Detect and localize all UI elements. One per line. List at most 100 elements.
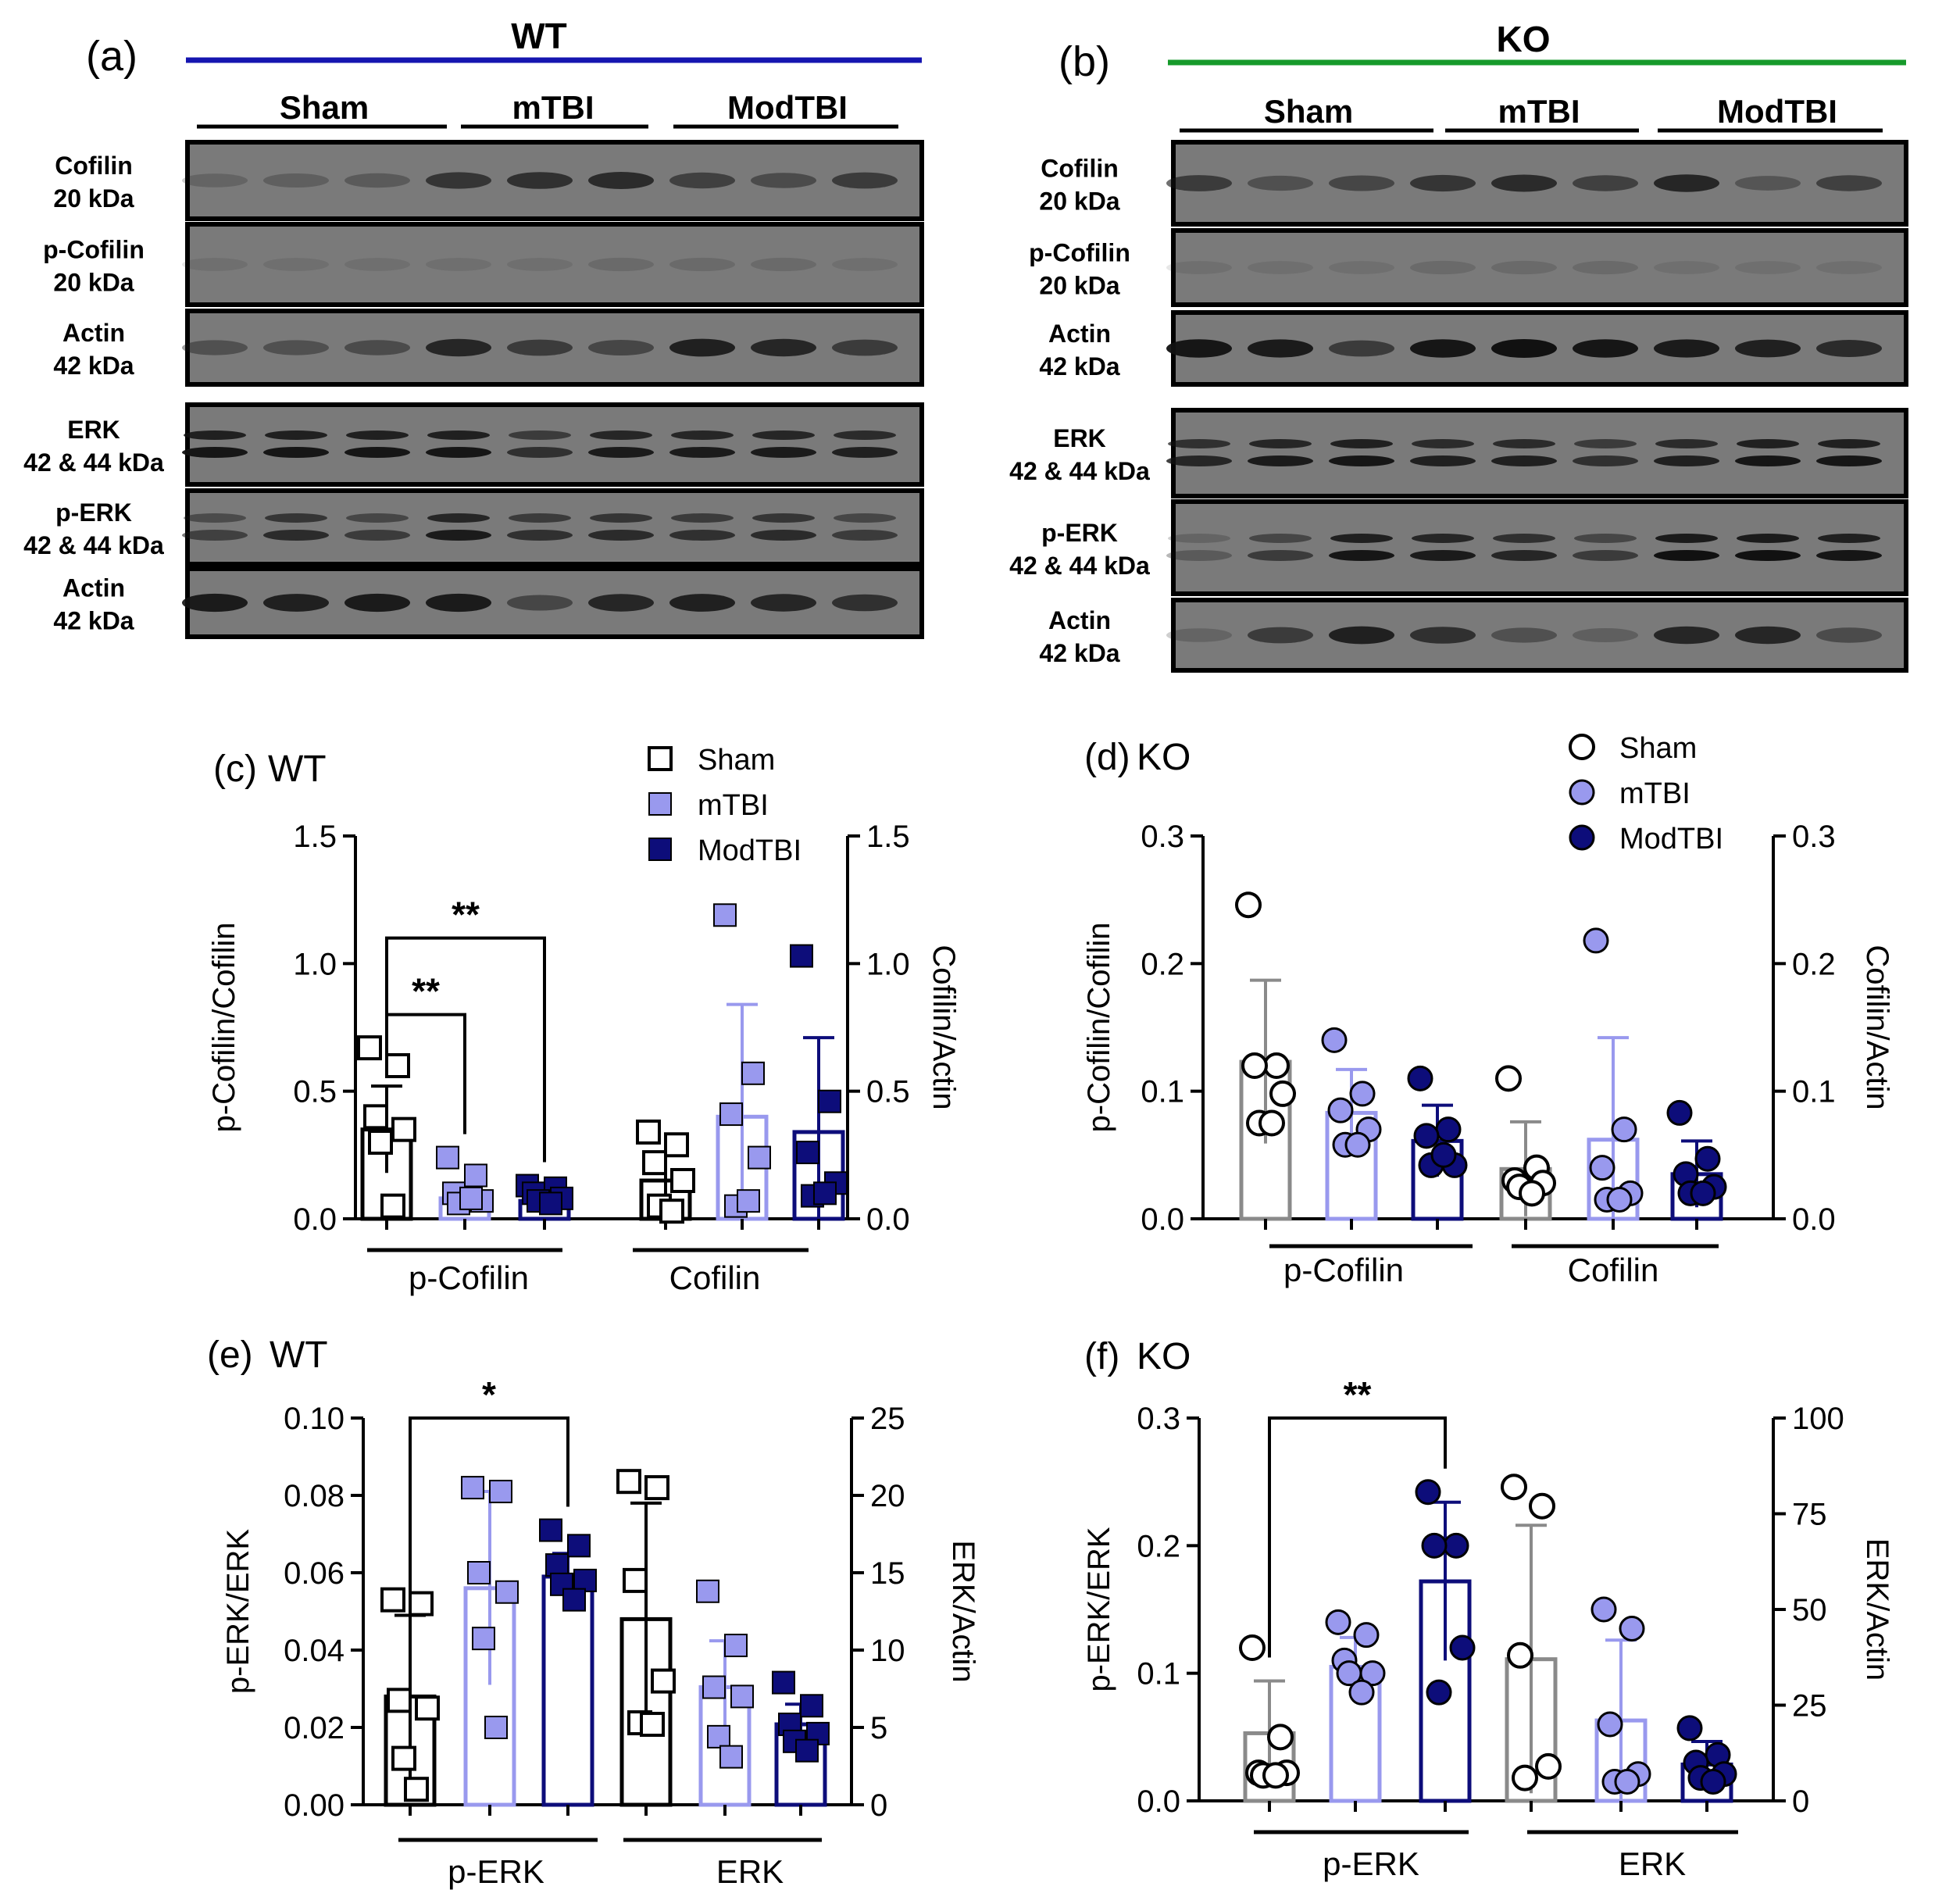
chart-d-bar-3-point-5 xyxy=(1519,1180,1545,1207)
chart-d-bar-5-point-1 xyxy=(1694,1145,1721,1172)
chart-c-bar-3-point-1 xyxy=(664,1132,689,1158)
chart-e-bar-0-point-1 xyxy=(409,1591,434,1616)
chart-e-bar-5-point-5 xyxy=(795,1738,819,1763)
blot-b-strip-1-band-8 xyxy=(1816,261,1882,274)
blot-b-strip-4-band-0-lower xyxy=(1166,550,1232,561)
blot-a-strip-5-band-0 xyxy=(182,593,248,613)
blot-a-strip-3-band-7-lower xyxy=(751,447,816,458)
blot-a-strip-0-band-8 xyxy=(832,172,898,189)
blot-b-strip-4-band-3-upper xyxy=(1412,534,1474,543)
blot-b-strip-1-band-7 xyxy=(1735,261,1801,274)
chart-c-bar-5-point-2 xyxy=(796,1141,819,1165)
chart-c-legend-marker-2 xyxy=(648,838,672,861)
chart-e-bar-3-point-1 xyxy=(644,1475,669,1501)
blot-a-strip-5-band-5 xyxy=(588,594,654,612)
chart-d-bar-0-point-1 xyxy=(1263,1052,1290,1079)
chart-d-bar-1-point-0 xyxy=(1321,1027,1348,1053)
panel-label-b: (b) xyxy=(1059,38,1110,85)
blot-a-strip-4-size: 42 & 44 kDa xyxy=(23,531,164,559)
chart-c-sig-label-1: ** xyxy=(452,895,480,935)
chart-d-bar-0-point-2 xyxy=(1241,1052,1268,1079)
blot-b-strip-3-band-5-lower xyxy=(1573,455,1638,466)
blot-b-strip-3-protein: ERK xyxy=(1053,424,1106,452)
blot-b-strip-3-band-6-upper xyxy=(1655,439,1718,448)
chart-c-bar-3-point-2 xyxy=(642,1150,667,1176)
blot-b-strip-3-band-0-upper xyxy=(1168,439,1230,448)
chart-d-legend-marker-0 xyxy=(1569,734,1595,760)
chart-c-title: WT xyxy=(268,748,327,790)
chart-e-title: WT xyxy=(270,1334,328,1376)
blot-a-strip-5-band-6 xyxy=(669,594,735,612)
chart-d-tick-label-left-2: 0.2 xyxy=(1141,947,1184,981)
blot-a-group-sham: Sham xyxy=(280,89,369,126)
blot-b-strip-1-band-2 xyxy=(1329,261,1394,274)
blot-a-strip-3-band-3-upper xyxy=(427,430,490,440)
chart-c-legend-label-2: ModTBI xyxy=(698,834,801,867)
chart-e-bar-5-point-0 xyxy=(772,1670,795,1695)
blot-b-strip-2-band-3 xyxy=(1410,339,1476,358)
wt-header-label: WT xyxy=(511,16,567,56)
blot-a-strip-4-band-4-lower xyxy=(507,530,573,541)
chart-c-bar-4-point-5 xyxy=(737,1189,760,1213)
blot-a-strip-3-band-3-lower xyxy=(426,447,491,458)
blot-b-strip-3-band-7-lower xyxy=(1735,455,1801,466)
blot-b-strip-4-band-8-lower xyxy=(1816,550,1882,561)
blot-b-group-mtbi: mTBI xyxy=(1498,93,1580,130)
chart-d-bar-5-point-0 xyxy=(1666,1099,1693,1126)
chart-c-bar-2-point-5 xyxy=(539,1191,562,1216)
blot-a-strip-2-band-0 xyxy=(182,340,248,355)
chart-e-bar-2-point-0 xyxy=(539,1518,562,1542)
blot-a-strip-4-band-6-upper xyxy=(671,513,734,523)
blot-a-strip-1-band-0 xyxy=(182,258,248,271)
chart-f-tick-label-left-0: 0.0 xyxy=(1137,1784,1180,1819)
chart-e-bar-0-point-4 xyxy=(391,1745,416,1771)
chart-c-tick-label-left-2: 1.0 xyxy=(293,947,337,981)
chart-e-bar-4-point-0 xyxy=(696,1579,719,1603)
blot-b-strip-3-band-3-upper xyxy=(1412,439,1474,448)
chart-e-tick-label-left-5: 0.10 xyxy=(284,1402,345,1436)
chart-f-bar-1-point-0 xyxy=(1325,1609,1351,1635)
chart-c-bar-1-point-5 xyxy=(459,1186,483,1210)
chart-f-bar-0-point-0 xyxy=(1239,1634,1266,1661)
chart-c-bar-1-point-1 xyxy=(464,1163,487,1188)
chart-d-bar-3-point-0 xyxy=(1495,1065,1522,1092)
blot-a-strip-3-band-8-lower xyxy=(832,447,898,458)
blot-b-strip-0-band-3 xyxy=(1410,174,1476,192)
chart-f-bar-4-point-1 xyxy=(1619,1616,1645,1641)
chart-c-bar-0-point-2 xyxy=(363,1104,388,1130)
blot-b-strip-4-band-5-upper xyxy=(1574,534,1637,543)
chart-c-legend-marker-1 xyxy=(648,792,672,816)
chart-f-tick-label-right-1: 25 xyxy=(1792,1689,1827,1724)
blot-a-strip-3-band-7-upper xyxy=(752,430,815,440)
blot-b-strip-4-size: 42 & 44 kDa xyxy=(1009,552,1150,580)
blot-b-strip-2-band-1 xyxy=(1248,339,1313,358)
chart-d-group-label-1: Cofilin xyxy=(1568,1252,1659,1288)
blot-b-strip-3-band-1-upper xyxy=(1249,439,1312,448)
chart-f-bar-2-point-3 xyxy=(1449,1634,1476,1661)
chart-f-bar-2-point-4 xyxy=(1426,1679,1452,1706)
chart-d-tick-label-right-3: 0.3 xyxy=(1792,820,1836,854)
blot-a-strip-3-band-1-upper xyxy=(265,430,327,440)
blot-b-strip-3-band-0-lower xyxy=(1166,455,1232,466)
blot-b-strip-1-size: 20 kDa xyxy=(1039,272,1119,300)
chart-e-bar-1-point-0 xyxy=(461,1476,484,1500)
chart-d-tick-label-left-0: 0.0 xyxy=(1141,1202,1184,1237)
blot-a-strip-4-band-2-upper xyxy=(346,513,409,523)
blot-a-strip-3-band-4-upper xyxy=(509,430,571,440)
chart-e-bar-2-point-2 xyxy=(545,1553,569,1577)
blot-b-strip-3-band-5-upper xyxy=(1574,439,1637,448)
blot-a-strip-2-band-5 xyxy=(588,340,654,355)
chart-d-bar-2-point-1 xyxy=(1435,1116,1462,1143)
chart-d: (d) KO 0.0 0.1 0.2 0.3 0.0 0.1 0.2 0.3 p-Cofilin/C… xyxy=(1082,732,1894,1288)
chart-c-legend-marker-0 xyxy=(648,746,673,771)
blot-a-strip-4-band-5-lower xyxy=(588,530,654,541)
chart-c-bar-0-point-4 xyxy=(368,1130,393,1155)
chart-c-bar-0-point-5 xyxy=(380,1193,405,1219)
blot-b-strip-3 xyxy=(1171,408,1908,498)
chart-f-tick-label-left-2: 0.2 xyxy=(1137,1529,1180,1563)
blot-b-strip-4-band-6-upper xyxy=(1655,534,1718,543)
chart-d-tick-label-right-0: 0.0 xyxy=(1792,1202,1836,1237)
blot-b-strip-4 xyxy=(1171,499,1908,596)
chart-e-tick-label-right-3: 15 xyxy=(870,1556,905,1591)
chart-e-tick-label-left-1: 0.02 xyxy=(284,1711,345,1745)
